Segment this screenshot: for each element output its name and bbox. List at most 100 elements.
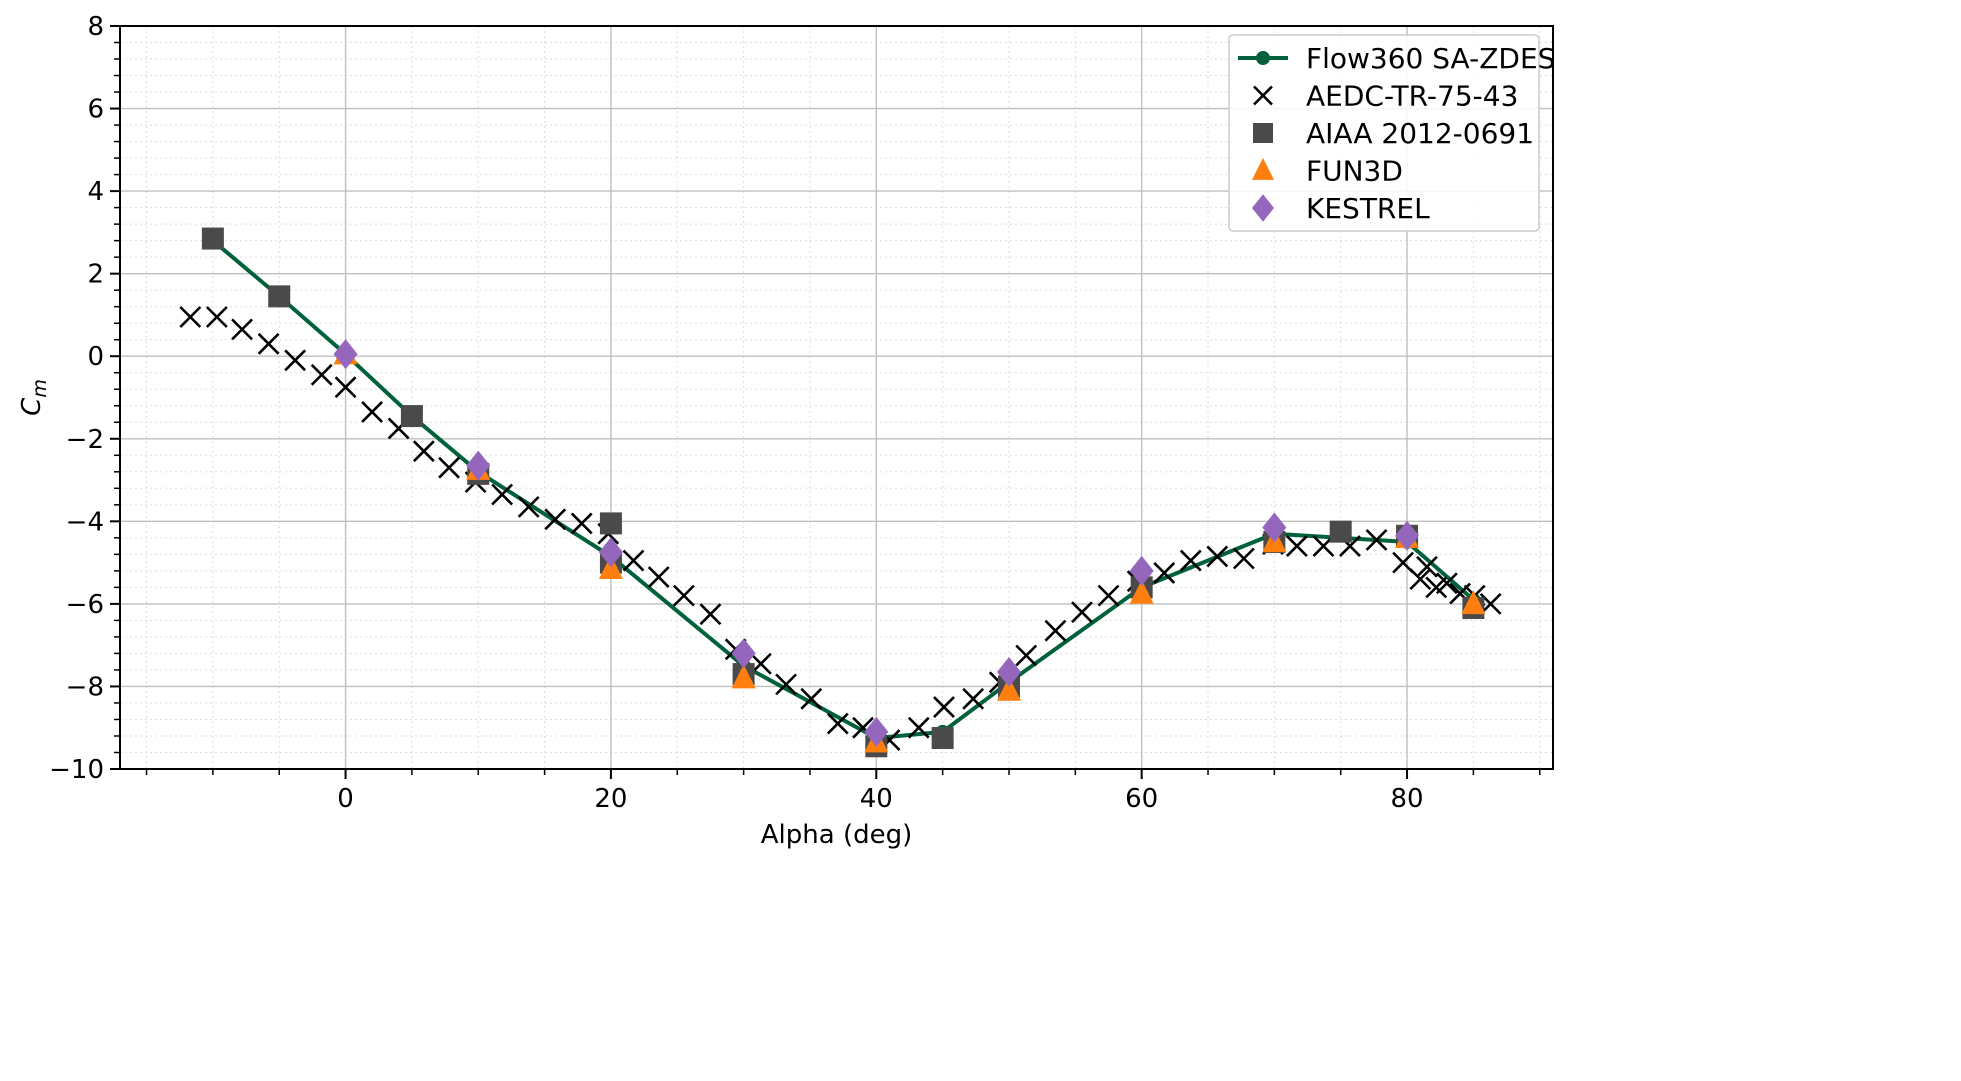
plot-area bbox=[179, 227, 1502, 758]
data-point bbox=[334, 376, 357, 399]
data-point bbox=[1129, 579, 1154, 604]
series-1 bbox=[179, 306, 1502, 752]
data-point bbox=[1395, 520, 1420, 551]
data-point-stroke bbox=[1153, 562, 1176, 584]
y-tick-label: 0 bbox=[87, 342, 104, 372]
data-point bbox=[1071, 601, 1093, 624]
y-tick-label: −4 bbox=[66, 507, 104, 537]
data-point bbox=[598, 537, 623, 568]
data-point bbox=[800, 687, 823, 710]
data-point bbox=[1015, 644, 1038, 667]
data-point bbox=[1129, 555, 1154, 586]
data-point bbox=[570, 512, 593, 535]
data-point-stroke bbox=[1285, 535, 1308, 558]
data-point bbox=[438, 456, 460, 479]
data-point-stroke bbox=[570, 512, 593, 535]
data-point-stroke bbox=[491, 483, 514, 506]
data-point bbox=[1416, 555, 1438, 578]
legend-label: AIAA 2012-0691 bbox=[1306, 117, 1534, 150]
y-tick-label: 4 bbox=[87, 177, 104, 207]
y-axis-label-sub: m bbox=[29, 379, 51, 398]
data-point-stroke bbox=[907, 716, 930, 739]
legend-item: AEDC-TR-75-43 bbox=[1253, 80, 1518, 113]
data-point-stroke bbox=[1392, 551, 1414, 574]
y-tick-label: 8 bbox=[87, 12, 104, 42]
legend-item: AIAA 2012-0691 bbox=[1253, 117, 1534, 150]
data-point-stroke bbox=[622, 549, 645, 572]
legend-label: Flow360 SA-ZDES bbox=[1306, 42, 1555, 75]
data-point bbox=[179, 306, 202, 328]
legend-box bbox=[1228, 34, 1540, 232]
data-point-stroke bbox=[1339, 535, 1361, 558]
legend-marker bbox=[1253, 85, 1273, 106]
data-point-stroke bbox=[1015, 644, 1038, 667]
x-tick-label: 60 bbox=[1125, 784, 1158, 814]
data-point bbox=[1179, 549, 1202, 572]
legend-marker bbox=[1256, 51, 1270, 65]
data-point bbox=[996, 656, 1021, 687]
data-point bbox=[599, 512, 622, 535]
data-point bbox=[310, 363, 333, 386]
data-point bbox=[400, 405, 423, 428]
legend-label: KESTREL bbox=[1306, 192, 1430, 225]
data-point-stroke bbox=[310, 363, 333, 386]
data-point bbox=[996, 676, 1021, 701]
y-tick-label: −6 bbox=[66, 590, 104, 620]
legend: Flow360 SA-ZDES AEDC-TR-75-43 AIAA 2012-06… bbox=[1228, 34, 1555, 232]
data-point-stroke bbox=[1416, 555, 1438, 578]
data-point-stroke bbox=[1071, 601, 1093, 624]
series-0 bbox=[205, 233, 1481, 746]
legend-label: AEDC-TR-75-43 bbox=[1306, 80, 1518, 113]
x-axis-label: Alpha (deg) bbox=[761, 820, 912, 850]
data-point-stroke bbox=[852, 716, 874, 739]
data-point bbox=[647, 566, 670, 588]
data-point-stroke bbox=[517, 495, 540, 518]
y-tick-label: −10 bbox=[49, 755, 104, 785]
legend-marker-stroke bbox=[1253, 85, 1273, 106]
y-tick-label: 2 bbox=[87, 260, 104, 290]
data-point-stroke bbox=[1206, 545, 1229, 568]
data-point bbox=[1365, 528, 1388, 551]
data-point bbox=[1425, 576, 1448, 599]
data-point bbox=[201, 227, 224, 250]
legend-item: Flow360 SA-ZDES bbox=[1238, 42, 1555, 75]
data-point-stroke bbox=[361, 401, 384, 423]
data-point bbox=[1262, 512, 1287, 543]
data-point bbox=[1044, 619, 1067, 642]
data-point-stroke bbox=[647, 566, 670, 588]
data-point bbox=[731, 638, 756, 669]
data-point bbox=[864, 716, 889, 747]
data-point-stroke bbox=[699, 603, 722, 626]
data-point-stroke bbox=[1044, 619, 1067, 642]
data-point-stroke bbox=[1365, 528, 1388, 551]
series-line bbox=[211, 239, 1475, 741]
series-4 bbox=[333, 339, 1420, 747]
legend-marker bbox=[1252, 194, 1274, 222]
data-point bbox=[517, 495, 540, 518]
data-point bbox=[775, 673, 797, 696]
data-point-stroke bbox=[205, 306, 228, 328]
legend-item: FUN3D bbox=[1252, 155, 1403, 188]
data-point-stroke bbox=[544, 508, 567, 531]
data-point-stroke bbox=[800, 687, 823, 710]
axes-frame bbox=[119, 25, 1554, 770]
x-tick-label: 20 bbox=[594, 784, 627, 814]
data-point bbox=[1461, 590, 1486, 615]
data-point bbox=[672, 584, 695, 607]
y-axis-label-base: C bbox=[17, 397, 47, 416]
data-point bbox=[257, 332, 280, 355]
data-point-stroke bbox=[1232, 547, 1255, 570]
data-point-stroke bbox=[1449, 582, 1472, 605]
data-point bbox=[491, 483, 514, 506]
x-tick-label: 80 bbox=[1390, 784, 1423, 814]
data-point-stroke bbox=[284, 349, 307, 372]
data-point bbox=[622, 549, 645, 572]
data-point bbox=[731, 664, 756, 689]
data-point-stroke bbox=[1425, 576, 1448, 599]
data-point-stroke bbox=[1179, 549, 1202, 572]
data-point-stroke bbox=[1409, 568, 1432, 591]
data-point-stroke bbox=[412, 440, 435, 463]
data-point bbox=[1285, 535, 1308, 558]
data-point bbox=[933, 696, 955, 719]
